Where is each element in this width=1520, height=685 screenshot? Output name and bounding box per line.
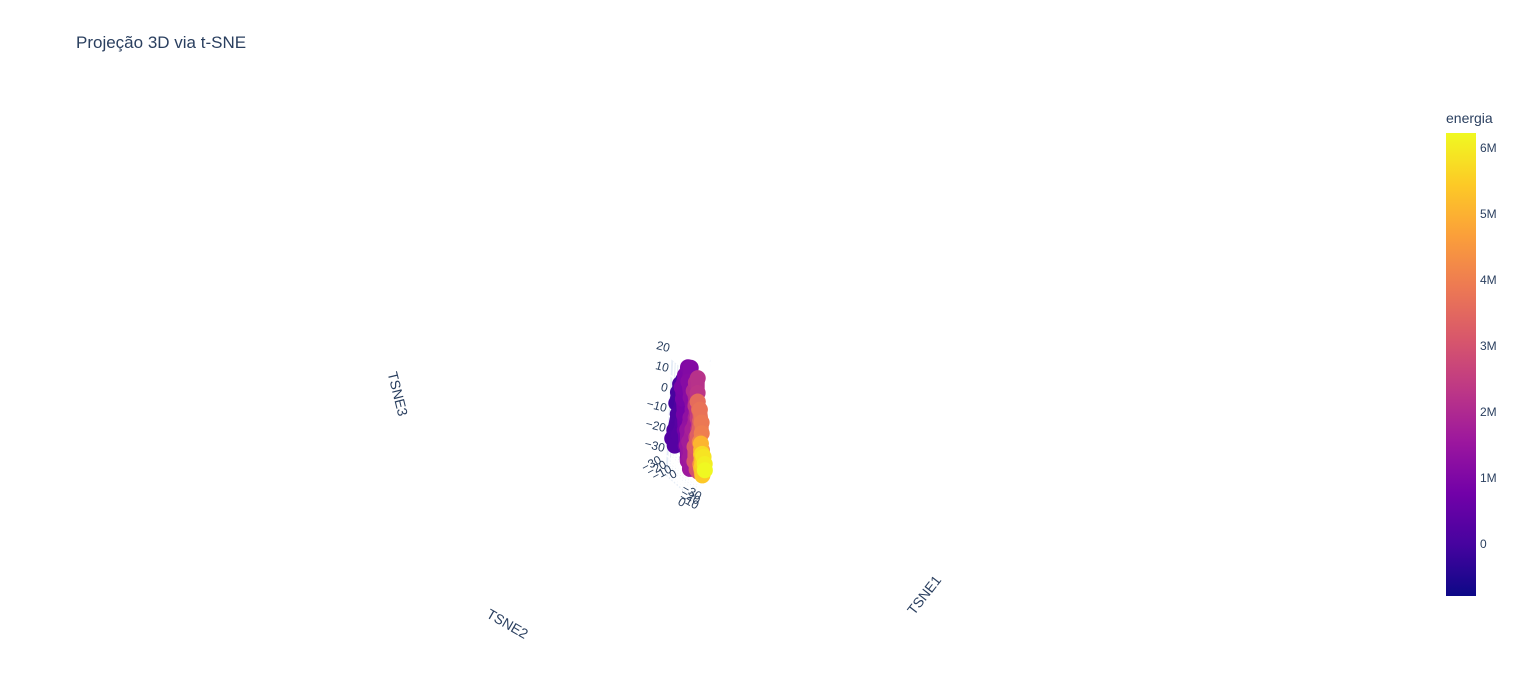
colorbar-tick-label: 3M [1480, 338, 1497, 353]
data-point[interactable] [689, 370, 706, 387]
colorbar [1446, 133, 1476, 596]
axis-label-y: TSNE2 [484, 605, 531, 642]
z-tick-label: 20 [655, 338, 672, 355]
z-tick-label: −10 [645, 397, 668, 416]
colorbar-tick-label: 2M [1480, 405, 1497, 420]
colorbar-tick-label: 6M [1480, 140, 1497, 155]
z-tick-label: 0 [659, 380, 669, 395]
z-tick-label: −20 [644, 417, 667, 436]
colorbar-tick-label: 0 [1480, 537, 1487, 552]
data-point[interactable] [691, 401, 708, 418]
axis-label-z: TSNE3 [385, 370, 411, 418]
axis-label-x: TSNE1 [904, 572, 945, 618]
colorbar-title: energia [1446, 110, 1493, 126]
colorbar-tick-label: 1M [1480, 471, 1497, 486]
trace-segment-7 [694, 445, 713, 484]
gridline-x [665, 472, 698, 502]
z-tick-label: 10 [654, 358, 671, 375]
chart-title: Projeção 3D via t-SNE [76, 33, 247, 52]
z-tick-label: −30 [643, 437, 666, 456]
data-point[interactable] [696, 462, 713, 479]
colorbar-tick-label: 4M [1480, 272, 1497, 287]
colorbar-tick-label: 5M [1480, 206, 1497, 221]
traces [664, 359, 713, 484]
